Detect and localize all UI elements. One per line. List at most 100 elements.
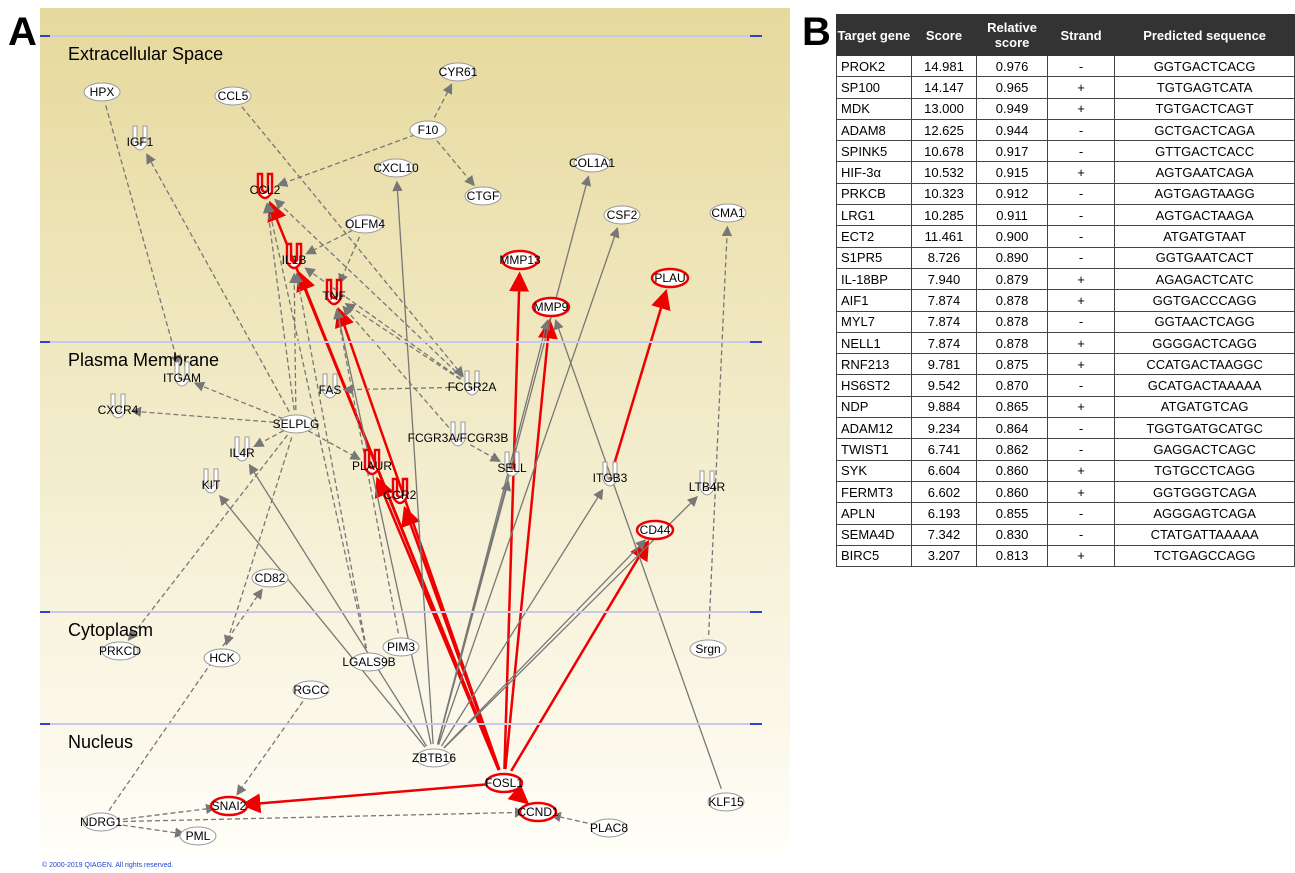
node-label: MMP9 bbox=[534, 300, 569, 314]
table-cell: HIF-3α bbox=[836, 161, 912, 184]
table-cell: + bbox=[1046, 544, 1116, 568]
table-cell: 0.860 bbox=[976, 459, 1048, 482]
node-label: CD82 bbox=[255, 571, 286, 585]
table-row: APLN 6.193 0.855- AGGGAGTCAGA bbox=[836, 502, 1295, 525]
table-cell: AGGGAGTCAGA bbox=[1114, 502, 1295, 525]
edge bbox=[264, 202, 367, 649]
node-label: PLAU bbox=[654, 271, 685, 285]
node-label: CYR61 bbox=[439, 65, 478, 79]
table-cell: TGTGACTCAGT bbox=[1114, 97, 1295, 120]
table-cell: FERMT3 bbox=[836, 480, 912, 504]
node-shape bbox=[363, 448, 381, 476]
table-cell: - bbox=[1046, 310, 1116, 333]
background bbox=[40, 8, 790, 855]
panel-label: A bbox=[8, 10, 37, 54]
table-cell: 11.461 bbox=[910, 225, 978, 248]
table-cell: 0.949 bbox=[976, 97, 1048, 120]
table-row: SEMA4D 7.342 0.830- CTATGATTAAAAA bbox=[836, 523, 1295, 546]
node-label: PML bbox=[186, 829, 211, 843]
node-shape bbox=[709, 203, 747, 223]
table-cell: 0.912 bbox=[976, 182, 1048, 206]
node-shape bbox=[409, 120, 447, 140]
table-cell: AGAGACTCATC bbox=[1114, 267, 1295, 291]
table-cell: 0.830 bbox=[976, 523, 1048, 546]
node-shape bbox=[256, 172, 274, 200]
edge bbox=[241, 106, 464, 378]
table-cell: NELL1 bbox=[836, 331, 912, 355]
panel-label: B bbox=[802, 10, 831, 54]
table-cell: SP100 bbox=[836, 76, 912, 99]
table-cell: + bbox=[1046, 97, 1116, 120]
node-label: CD44 bbox=[640, 523, 671, 537]
edge bbox=[114, 807, 526, 823]
edge bbox=[392, 180, 434, 745]
node-label: ITGB3 bbox=[593, 471, 628, 485]
node-shape bbox=[603, 205, 641, 225]
node-label: SELPLG bbox=[273, 417, 320, 431]
table-cell: S1PR5 bbox=[836, 246, 912, 269]
table-cell: 9.234 bbox=[910, 417, 978, 440]
node-shape bbox=[464, 186, 502, 206]
node-label: PIM3 bbox=[387, 640, 415, 654]
node-shape bbox=[484, 772, 524, 794]
table-cell: MYL7 bbox=[836, 310, 912, 333]
node-shape bbox=[322, 373, 338, 399]
table-cell: ATGATGTAAT bbox=[1114, 225, 1295, 248]
table-row: S1PR5 8.726 0.890- GGTGAATCACT bbox=[836, 246, 1295, 269]
table-cell: AGTGAATCAGA bbox=[1114, 161, 1295, 184]
table-cell: 0.976 bbox=[976, 54, 1048, 78]
node-shape bbox=[214, 86, 252, 106]
node-label: NDRG1 bbox=[80, 815, 122, 829]
table-row: PRKCB 10.323 0.912- AGTGAGTAAGG bbox=[836, 182, 1295, 206]
edge bbox=[333, 308, 432, 745]
node-shape bbox=[277, 414, 315, 434]
table: Target gene Score Relative score Strand Pred… bbox=[836, 14, 1295, 568]
table-cell: 6.604 bbox=[910, 459, 978, 482]
node-label: KIT bbox=[202, 478, 221, 492]
node-label: CXCL10 bbox=[373, 161, 419, 175]
node-shape bbox=[391, 477, 409, 505]
node-shape bbox=[174, 361, 190, 387]
network-diagram: Extracellular Space Plasma Membrane Cytopl… bbox=[40, 8, 790, 855]
table-cell: AGTGACTAAGA bbox=[1114, 204, 1295, 227]
node-shape bbox=[699, 470, 715, 496]
table-cell: 6.193 bbox=[910, 502, 978, 525]
node-shape bbox=[518, 801, 558, 823]
table-cell: + bbox=[1046, 76, 1116, 99]
edge bbox=[374, 476, 500, 771]
edge bbox=[440, 488, 604, 747]
table-cell: 14.147 bbox=[910, 76, 978, 99]
table-row: MDK 13.000 0.949 + TGTGACTCAGT bbox=[836, 97, 1295, 120]
table-row: AIF1 7.874 0.878 + GGTGACCCAGG bbox=[836, 289, 1295, 312]
table-cell: GGTGACCCAGG bbox=[1114, 289, 1295, 312]
node-shape bbox=[110, 393, 126, 419]
table-cell: BIRC5 bbox=[836, 544, 912, 568]
table-cell: - bbox=[1046, 374, 1116, 397]
table-cell: GAGGACTCAGC bbox=[1114, 438, 1295, 461]
node-label: MMP13 bbox=[499, 253, 541, 267]
table-cell: - bbox=[1046, 140, 1116, 163]
table-cell: - bbox=[1046, 246, 1116, 269]
table-cell: - bbox=[1046, 118, 1116, 142]
table-row: IL-18BP 7.940 0.879 + AGAGACTCATC bbox=[836, 267, 1295, 291]
edge bbox=[443, 539, 647, 749]
edge bbox=[612, 289, 671, 465]
table-cell: 7.874 bbox=[910, 289, 978, 312]
edge bbox=[105, 105, 181, 366]
table-cell: 0.813 bbox=[976, 544, 1048, 568]
table-cell: 7.342 bbox=[910, 523, 978, 546]
edge bbox=[305, 229, 353, 255]
node-shape bbox=[650, 267, 690, 289]
header-cell: Score bbox=[910, 14, 978, 56]
node-label: LGALS9B bbox=[342, 655, 395, 669]
table-cell: - bbox=[1046, 502, 1116, 525]
table-cell: GGTGGGTCAGA bbox=[1114, 480, 1295, 504]
table-cell: 13.000 bbox=[910, 97, 978, 120]
table-cell: 0.944 bbox=[976, 118, 1048, 142]
table-cell: 0.879 bbox=[976, 267, 1048, 291]
node-shape bbox=[377, 158, 415, 178]
table-cell: ADAM8 bbox=[836, 118, 912, 142]
table-cell: PROK2 bbox=[836, 54, 912, 78]
header-cell: Predicted sequence bbox=[1114, 14, 1295, 56]
